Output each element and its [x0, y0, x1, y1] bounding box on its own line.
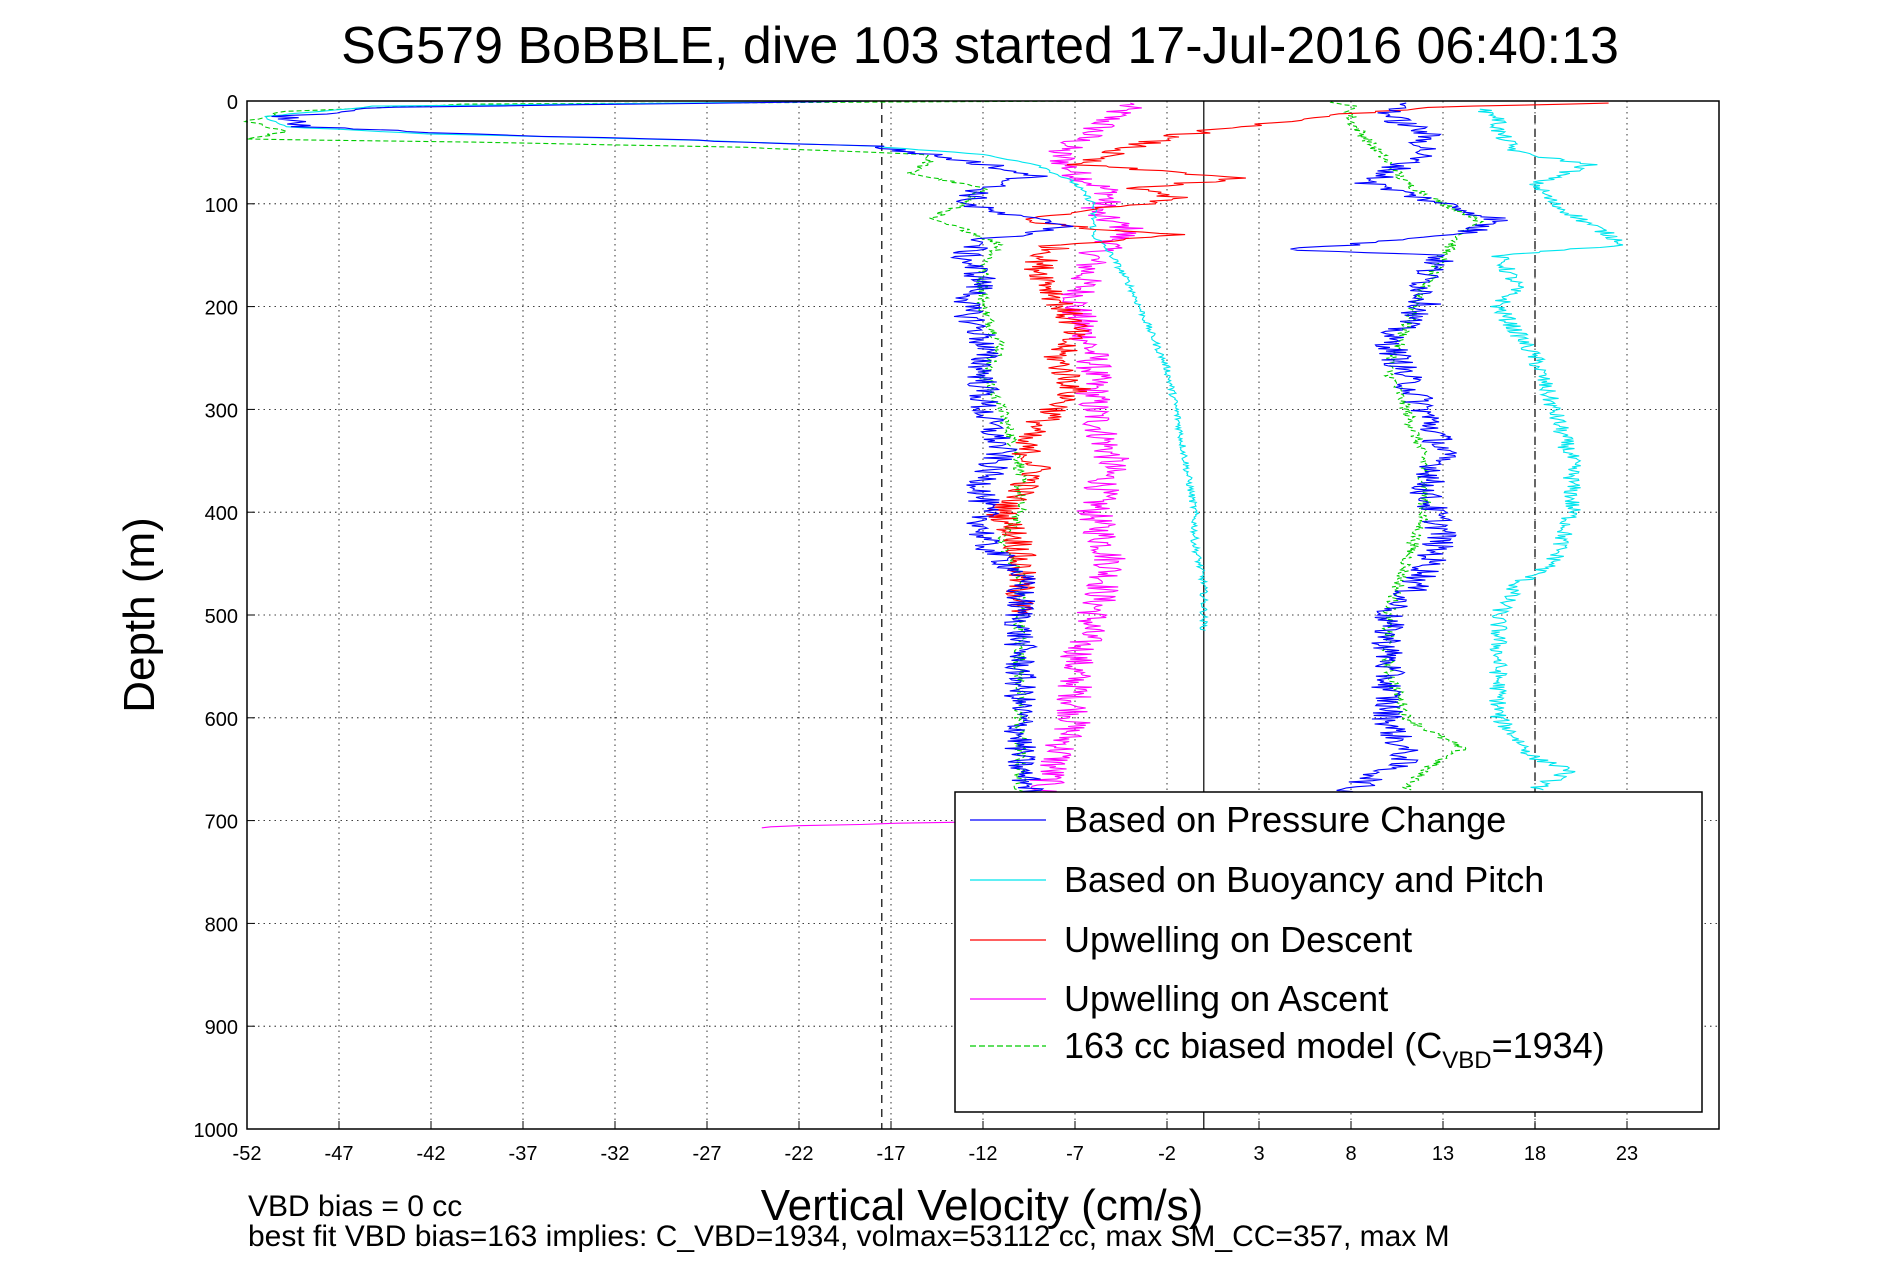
legend-label-tail: =1934): [1492, 1025, 1605, 1066]
best-fit-note: best fit VBD bias=163 implies: C_VBD=193…: [248, 1220, 1450, 1253]
x-tick-label: -47: [325, 1143, 354, 1165]
y-tick-label: 1000: [194, 1120, 239, 1142]
series-line: [761, 102, 1144, 829]
vbd-bias-note: VBD bias = 0 cc: [248, 1190, 462, 1223]
x-tick-label: -22: [785, 1143, 814, 1165]
y-tick-label: 700: [205, 812, 238, 834]
x-tick-label: 18: [1524, 1143, 1546, 1165]
series-line: [986, 102, 1609, 616]
y-tick-label: 500: [205, 606, 238, 628]
y-tick-label: 300: [205, 400, 238, 422]
x-tick-label: 8: [1345, 1143, 1356, 1165]
series-line: [264, 100, 1209, 631]
legend-label-main: 163 cc biased model (C: [1064, 1025, 1442, 1066]
x-tick-label: -7: [1066, 1143, 1084, 1165]
legend: Based on Pressure Change Based on Buoyanc…: [954, 791, 1703, 1113]
series-line: [271, 100, 1102, 828]
y-tick-label: 400: [205, 503, 238, 525]
y-tick-label: 900: [205, 1017, 238, 1039]
x-tick-label: -42: [417, 1143, 446, 1165]
legend-label: Based on Buoyancy and Pitch: [1064, 859, 1544, 900]
x-tick-label: -37: [509, 1143, 538, 1165]
x-tick-label: 13: [1432, 1143, 1454, 1165]
legend-label: Upwelling on Ascent: [1064, 978, 1388, 1019]
series-line: [1290, 102, 1508, 801]
x-tick-label: -32: [601, 1143, 630, 1165]
y-tick-label: 800: [205, 914, 238, 936]
legend-entries: Based on Pressure Change Based on Buoyanc…: [970, 799, 1605, 1074]
legend-box: [954, 791, 1703, 1113]
x-tick-label: -27: [693, 1143, 722, 1165]
chart-title: SG579 BoBBLE, dive 103 started 17-Jul-20…: [341, 17, 1619, 75]
x-tick-label: -17: [877, 1143, 906, 1165]
x-tick-label: -2: [1158, 1143, 1176, 1165]
y-axis-ticks: 0 100 200 300 400 500 600 700 800 900 1000: [194, 92, 255, 1142]
legend-label: Based on Pressure Change: [1064, 799, 1506, 840]
series-layer: [243, 100, 1624, 829]
y-tick-label: 200: [205, 298, 238, 320]
x-tick-label: -12: [969, 1143, 998, 1165]
y-tick-label: 600: [205, 709, 238, 731]
x-axis-ticks: -52 -47 -42 -37 -32 -27 -22 -17 -12 -7 -2 3 8 13 18 23: [233, 1121, 1638, 1165]
legend-label: Upwelling on Descent: [1064, 919, 1412, 960]
y-tick-label: 100: [205, 195, 238, 217]
x-tick-label: -52: [233, 1143, 262, 1165]
series-line: [1478, 108, 1624, 791]
legend-label-subscript: VBD: [1442, 1047, 1491, 1074]
y-axis-label: Depth (m): [115, 517, 164, 713]
x-tick-label: 3: [1253, 1143, 1264, 1165]
x-axis-label: Vertical Velocity (cm/s): [761, 1181, 1204, 1230]
y-tick-label: 0: [227, 92, 238, 114]
legend-label: 163 cc biased model (CVBD=1934): [1064, 1025, 1605, 1074]
x-tick-label: 23: [1616, 1143, 1638, 1165]
